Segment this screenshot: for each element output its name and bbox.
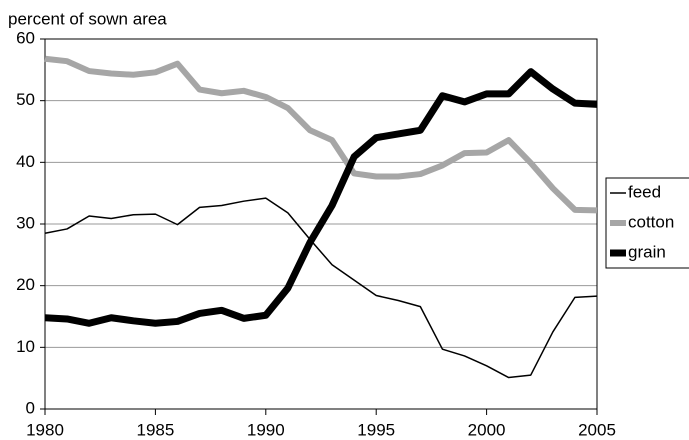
x-tick-label: 1980 bbox=[26, 420, 64, 439]
y-tick-label: 40 bbox=[16, 152, 35, 171]
x-tick-label: 1995 bbox=[357, 420, 395, 439]
y-tick-label: 10 bbox=[16, 337, 35, 356]
plot-frame bbox=[44, 38, 598, 410]
y-tick-label: 0 bbox=[26, 398, 35, 417]
series-line bbox=[44, 197, 598, 379]
y-axis-label: percent of sown area bbox=[8, 9, 167, 28]
y-tick-label: 20 bbox=[16, 275, 35, 294]
series-line bbox=[44, 68, 598, 327]
x-tick-label: 2000 bbox=[468, 420, 506, 439]
x-tick-label: 2005 bbox=[578, 420, 616, 439]
series-line bbox=[44, 55, 598, 214]
x-tick-label: 1990 bbox=[247, 420, 285, 439]
y-tick-label: 30 bbox=[16, 213, 35, 232]
legend-label: cotton bbox=[628, 212, 674, 231]
legend-label: feed bbox=[628, 182, 661, 201]
x-tick-label: 1985 bbox=[136, 420, 174, 439]
legend-label: grain bbox=[628, 242, 666, 261]
y-tick-label: 60 bbox=[16, 28, 35, 47]
y-tick-label: 50 bbox=[16, 90, 35, 109]
